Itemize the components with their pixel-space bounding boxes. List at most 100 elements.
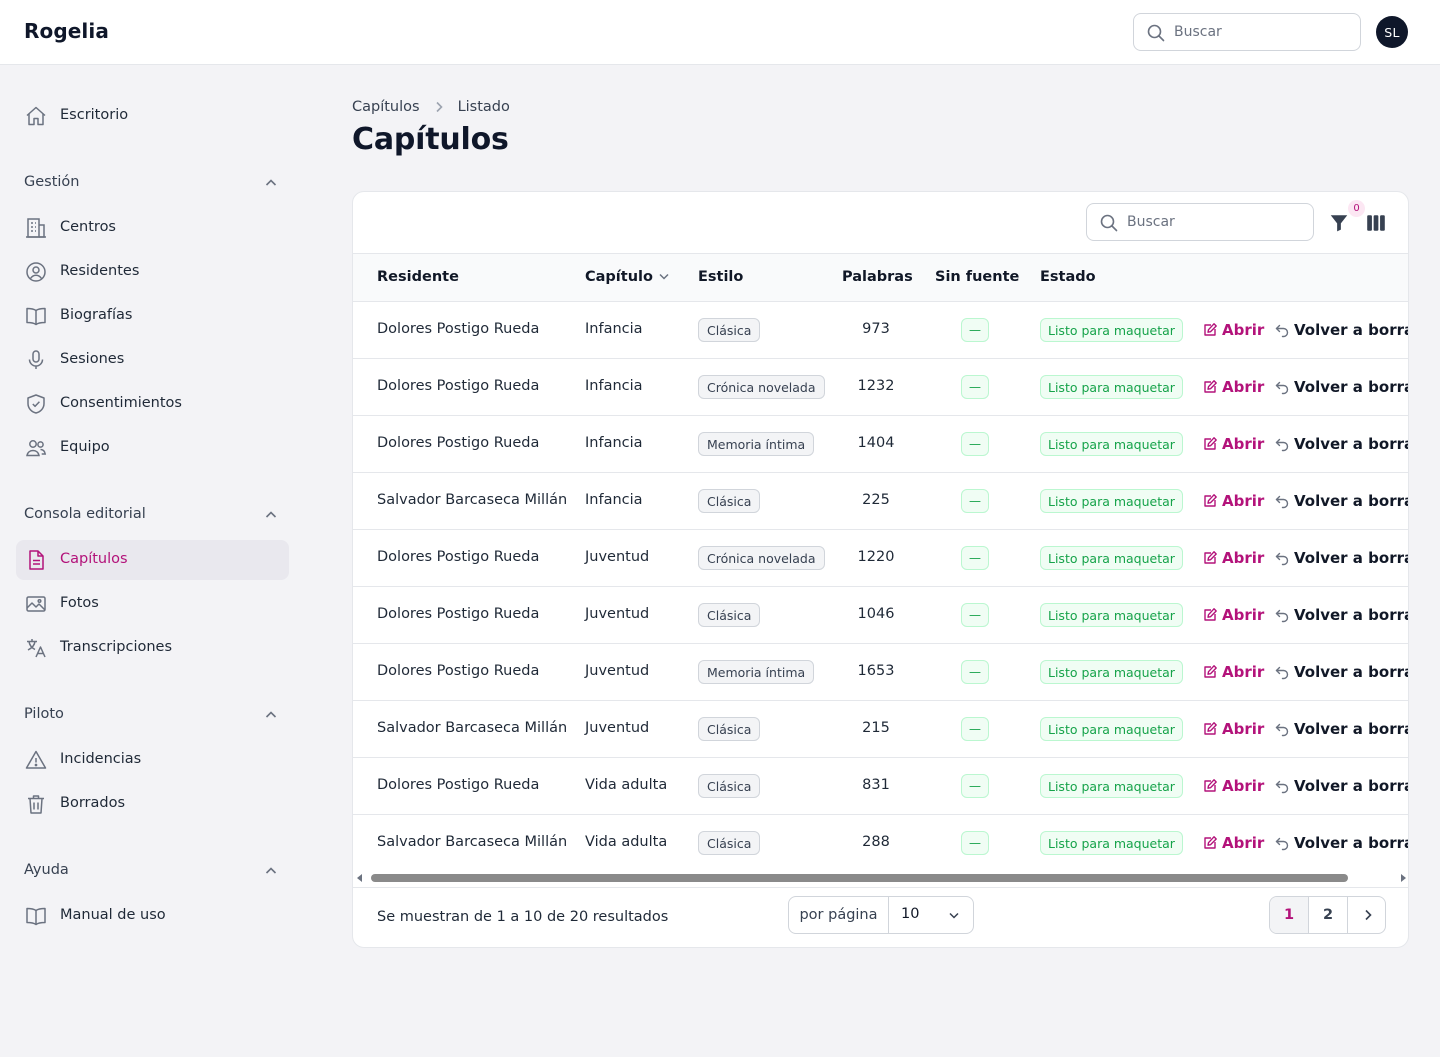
sidebar-group-ayuda[interactable]: Ayuda xyxy=(24,860,289,882)
edit-icon xyxy=(1204,665,1217,678)
sidebar-item-label: Residentes xyxy=(60,263,140,279)
sin-fuente-badge: — xyxy=(961,717,989,741)
style-badge: Crónica novelada xyxy=(698,546,825,570)
back-to-draft-button[interactable]: Volver a borrador xyxy=(1274,548,1408,568)
column-header-residente[interactable]: Residente xyxy=(377,269,459,285)
column-header-estilo[interactable]: Estilo xyxy=(698,269,744,285)
open-button[interactable]: Abrir xyxy=(1202,662,1264,682)
home-icon xyxy=(26,106,46,126)
page-button-2[interactable]: 2 xyxy=(1309,897,1348,933)
back-to-draft-button[interactable]: Volver a borrador xyxy=(1274,833,1408,853)
sidebar-group-piloto[interactable]: Piloto xyxy=(24,704,289,726)
global-search-input[interactable] xyxy=(1174,22,1354,42)
scroll-right-arrow-icon[interactable] xyxy=(1401,874,1406,882)
open-button[interactable]: Abrir xyxy=(1202,491,1264,511)
style-badge: Clásica xyxy=(698,831,761,855)
scrollbar-thumb[interactable] xyxy=(371,874,1348,882)
table-search-input[interactable] xyxy=(1127,212,1307,232)
columns-icon[interactable] xyxy=(1365,212,1387,234)
open-button[interactable]: Abrir xyxy=(1202,377,1264,397)
search-icon xyxy=(1147,24,1165,42)
edit-icon xyxy=(1204,323,1217,336)
per-page-select[interactable]: por página 10 xyxy=(788,896,974,934)
back-to-draft-button[interactable]: Volver a borrador xyxy=(1274,605,1408,625)
sidebar-item-residentes[interactable]: Residentes xyxy=(16,252,289,292)
status-badge: Listo para maquetar xyxy=(1040,774,1183,798)
page-button-1[interactable]: 1 xyxy=(1270,897,1309,933)
cell-palabras: 1232 xyxy=(857,378,895,394)
sidebar-item-fotos[interactable]: Fotos xyxy=(16,584,289,624)
sidebar-group-consola-editorial[interactable]: Consola editorial xyxy=(24,504,289,526)
cell-residente: Dolores Postigo Rueda xyxy=(377,549,540,565)
sidebar-group-label: Piloto xyxy=(24,706,64,722)
back-to-draft-button[interactable]: Volver a borrador xyxy=(1274,320,1408,340)
sidebar-item-incidencias[interactable]: Incidencias xyxy=(16,740,289,780)
open-button[interactable]: Abrir xyxy=(1202,434,1264,454)
sidebar-item-capitulos[interactable]: Capítulos xyxy=(16,540,289,580)
column-header-sin-fuente[interactable]: Sin fuente xyxy=(935,269,1020,285)
back-to-draft-button[interactable]: Volver a borrador xyxy=(1274,662,1408,682)
back-to-draft-button[interactable]: Volver a borrador xyxy=(1274,377,1408,397)
sidebar-item-equipo[interactable]: Equipo xyxy=(16,428,289,468)
open-button-label: Abrir xyxy=(1222,378,1265,396)
sidebar-item-transcripciones[interactable]: Transcripciones xyxy=(16,628,289,668)
brand-logo[interactable]: Rogelia xyxy=(24,19,109,43)
sidebar-item-borrados[interactable]: Borrados xyxy=(16,784,289,824)
column-header-estado[interactable]: Estado xyxy=(1040,269,1096,285)
results-summary: Se muestran de 1 a 10 de 20 resultados xyxy=(377,909,669,925)
breadcrumb-parent-link[interactable]: Capítulos xyxy=(352,99,420,115)
table-row: Salvador Barcaseca Millán Juventud Clásica… xyxy=(353,701,1408,758)
per-page-value: 10 xyxy=(901,906,920,922)
back-to-draft-button[interactable]: Volver a borrador xyxy=(1274,434,1408,454)
back-to-draft-button[interactable]: Volver a borrador xyxy=(1274,719,1408,739)
table-search[interactable] xyxy=(1086,203,1314,241)
column-header-palabras[interactable]: Palabras xyxy=(842,269,913,285)
open-button[interactable]: Abrir xyxy=(1202,320,1264,340)
sidebar-item-consentimientos[interactable]: Consentimientos xyxy=(16,384,289,424)
scroll-left-arrow-icon[interactable] xyxy=(357,874,362,882)
global-search[interactable] xyxy=(1133,13,1361,51)
sidebar-item-centros[interactable]: Centros xyxy=(16,208,289,248)
cell-residente: Salvador Barcaseca Millán xyxy=(377,492,568,508)
edit-icon xyxy=(1204,836,1217,849)
cell-palabras: 225 xyxy=(862,492,890,508)
sin-fuente-badge: — xyxy=(961,774,989,798)
horizontal-scrollbar[interactable] xyxy=(353,870,1408,887)
undo-arrow-icon xyxy=(1275,381,1289,395)
filter-icon[interactable] xyxy=(1328,212,1350,234)
language-icon xyxy=(27,639,46,658)
open-button[interactable]: Abrir xyxy=(1202,719,1264,739)
status-badge: Listo para maquetar xyxy=(1040,318,1183,342)
search-icon xyxy=(1100,214,1118,232)
sin-fuente-badge: — xyxy=(961,489,989,513)
cell-residente: Salvador Barcaseca Millán xyxy=(377,834,568,850)
chevron-up-icon xyxy=(265,867,277,874)
open-button-label: Abrir xyxy=(1222,606,1265,624)
user-avatar[interactable]: SL xyxy=(1376,16,1408,48)
table-row: Dolores Postigo Rueda Juventud Crónica nov… xyxy=(353,530,1408,587)
sidebar-group-label: Ayuda xyxy=(24,862,69,878)
style-badge: Clásica xyxy=(698,717,761,741)
sin-fuente-badge: — xyxy=(961,318,989,342)
open-button[interactable]: Abrir xyxy=(1202,548,1264,568)
style-badge: Clásica xyxy=(698,318,761,342)
back-to-draft-button[interactable]: Volver a borrador xyxy=(1274,776,1408,796)
sidebar-item-label: Consentimientos xyxy=(60,395,182,411)
status-badge: Listo para maquetar xyxy=(1040,432,1183,456)
column-header-capitulo[interactable]: Capítulo xyxy=(585,269,671,285)
shield-check-icon xyxy=(27,394,45,414)
sidebar-group-gestion[interactable]: Gestión xyxy=(24,172,289,194)
status-badge: Listo para maquetar xyxy=(1040,603,1183,627)
sidebar: Escritorio Gestión Centros Residentes Bi… xyxy=(0,65,305,1057)
open-button[interactable]: Abrir xyxy=(1202,833,1264,853)
open-button[interactable]: Abrir xyxy=(1202,776,1264,796)
document-text-icon xyxy=(29,550,44,570)
sidebar-item-sesiones[interactable]: Sesiones xyxy=(16,340,289,380)
next-page-button[interactable] xyxy=(1348,897,1385,933)
open-button[interactable]: Abrir xyxy=(1202,605,1264,625)
back-to-draft-button[interactable]: Volver a borrador xyxy=(1274,491,1408,511)
back-to-draft-label: Volver a borrador xyxy=(1294,663,1408,681)
sidebar-item-escritorio[interactable]: Escritorio xyxy=(16,96,289,136)
sidebar-item-biografias[interactable]: Biografías xyxy=(16,296,289,336)
sidebar-item-manual-de-uso[interactable]: Manual de uso xyxy=(16,896,289,936)
